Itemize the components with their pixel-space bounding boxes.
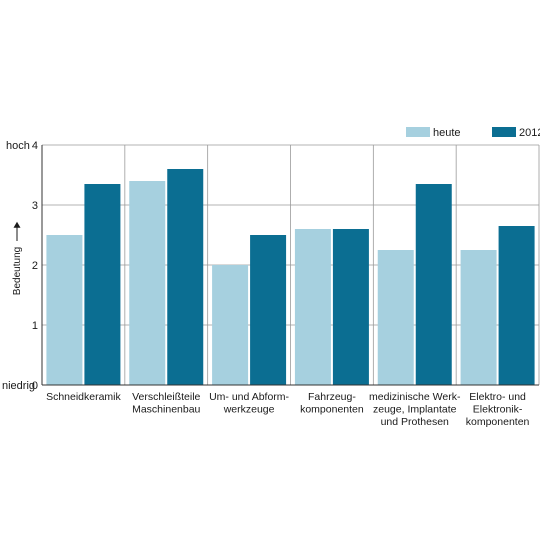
bar-2012-2 bbox=[250, 235, 287, 385]
legend-swatch-2012 bbox=[492, 127, 516, 137]
bar-2012-1 bbox=[167, 169, 204, 385]
y-low-label: niedrig bbox=[2, 380, 35, 392]
y-tick-label-4: 4 bbox=[32, 140, 38, 152]
y-tick-label-3: 3 bbox=[32, 200, 38, 212]
category-labels: Schneidkeramik VerschleißteileMaschinenba… bbox=[46, 391, 529, 428]
y-tick-label-1: 1 bbox=[32, 320, 38, 332]
bar-heute-4 bbox=[377, 250, 414, 385]
x-tick-label-4-0: medizinische Werk- bbox=[369, 391, 461, 403]
y-tick-label-2: 2 bbox=[32, 260, 38, 272]
bar-2012-3 bbox=[332, 229, 369, 385]
x-tick-label-2-0: Um- und Abform- bbox=[209, 391, 289, 403]
x-tick-label-5-2: komponenten bbox=[466, 416, 530, 428]
x-tick-label-5-0: Elektro- und bbox=[469, 391, 526, 403]
x-tick-label-3-1: komponenten bbox=[300, 404, 364, 416]
y-axis-arrow-icon bbox=[13, 221, 21, 228]
x-tick-label-1-0: Verschleißteile bbox=[132, 391, 200, 403]
x-tick-label-0-0: Schneidkeramik bbox=[46, 391, 121, 403]
x-tick-label-5-1: Elektronik- bbox=[473, 404, 523, 416]
legend-label-heute: heute bbox=[433, 127, 461, 139]
bar-heute-5 bbox=[460, 250, 497, 385]
legend: heute 2012 bbox=[406, 127, 540, 139]
x-tick-label-2-1: werkzeuge bbox=[223, 404, 275, 416]
legend-label-2012: 2012 bbox=[519, 127, 540, 139]
x-tick-label-1-1: Maschinenbau bbox=[132, 404, 200, 416]
bar-heute-3 bbox=[294, 229, 331, 385]
bar-heute-0 bbox=[46, 235, 83, 385]
bar-2012-0 bbox=[84, 184, 121, 385]
bar-2012-4 bbox=[415, 184, 452, 385]
bar-heute-2 bbox=[212, 265, 249, 385]
x-tick-label-4-1: zeuge, Implantate bbox=[373, 404, 457, 416]
legend-swatch-heute bbox=[406, 127, 430, 137]
bar-2012-5 bbox=[498, 226, 535, 385]
x-tick-label-4-2: und Prothesen bbox=[381, 416, 449, 428]
bars bbox=[46, 169, 535, 385]
y-high-label: hoch bbox=[6, 140, 30, 152]
y-axis-label: Bedeutung bbox=[12, 247, 23, 295]
y-tick-label-0: 0 bbox=[32, 380, 38, 392]
bar-heute-1 bbox=[129, 181, 166, 385]
x-tick-label-3-0: Fahrzeug- bbox=[308, 391, 356, 403]
